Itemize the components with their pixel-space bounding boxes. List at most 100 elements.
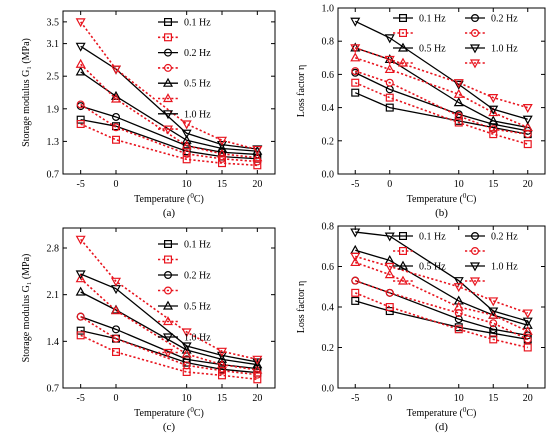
x-tick-label: 10 <box>454 179 464 190</box>
data-point-triangle-up <box>384 63 395 74</box>
legend-label: 1.0 Hz <box>491 44 518 55</box>
x-axis-label-main: Temperature ( <box>407 408 464 419</box>
x-tick-label: 10 <box>182 179 192 190</box>
y-tick-label: 0.2 <box>322 343 335 354</box>
legend-swatch-marker <box>164 255 173 264</box>
x-tick-label: -5 <box>351 179 359 190</box>
legend-swatch-marker <box>164 63 173 72</box>
data-point-triangle-up <box>488 115 499 125</box>
data-point-triangle-down <box>350 17 361 27</box>
legend-swatch-marker <box>397 57 409 67</box>
y-tick-label: 0.2 <box>322 136 335 147</box>
legend-swatch-marker <box>397 42 409 52</box>
data-point-triangle-down <box>110 277 122 287</box>
legend-swatch-marker <box>397 260 409 270</box>
legend-label: 0.5 Hz <box>184 302 211 313</box>
legend-label: 0.1 Hz <box>419 14 446 25</box>
x-tick-label: 0 <box>114 179 119 190</box>
data-point-triangle-up <box>75 286 86 296</box>
legend-swatch-marker <box>162 77 174 87</box>
legend-swatch-marker <box>471 29 480 38</box>
series-line <box>80 315 258 376</box>
series-5 <box>75 273 263 374</box>
legend-swatch-marker <box>162 333 174 343</box>
series-line <box>80 334 258 381</box>
data-point-circle <box>76 100 85 109</box>
x-tick-label: 10 <box>182 393 192 404</box>
data-point-triangle-up <box>488 309 499 319</box>
legend-swatch-marker <box>469 44 481 54</box>
data-point-square <box>385 303 394 312</box>
data-point-triangle-up <box>453 97 464 107</box>
y-tick-label: 3.1 <box>47 39 60 50</box>
data-point-triangle-down <box>252 358 263 368</box>
series-0 <box>351 88 532 139</box>
legend-label: 0.1 Hz <box>419 232 446 243</box>
series-line <box>80 45 258 150</box>
series-1 <box>76 120 262 170</box>
series-1 <box>351 288 532 352</box>
chart-panel-a: -5 0 10 15 20 0.7 1.3 1.9 2.5 3.1 3.5 Temperature (… <box>21 10 276 219</box>
legend-swatch-marker <box>164 48 173 57</box>
series-line <box>354 70 528 135</box>
series-line <box>355 300 528 341</box>
series-line <box>354 47 528 109</box>
legend-label: 0.2 Hz <box>491 14 518 25</box>
panel-label: (a) <box>163 207 176 219</box>
series-line <box>354 292 528 349</box>
series-line <box>80 103 258 163</box>
data-point-triangle-down <box>181 129 192 139</box>
series-3 <box>351 67 532 139</box>
data-point-circle <box>111 334 120 343</box>
data-point-triangle-down <box>181 328 192 338</box>
data-point-triangle-down <box>216 347 228 357</box>
series-line <box>354 81 528 145</box>
data-point-triangle-up <box>216 148 228 158</box>
legend-swatch-marker <box>399 14 408 23</box>
x-tick-label: -5 <box>351 393 359 404</box>
x-axis-label-main: Temperature ( <box>134 408 191 419</box>
series-line <box>355 47 528 129</box>
x-tick-label: 15 <box>488 393 498 404</box>
y-tick-label: 0.6 <box>322 70 335 81</box>
data-point-square <box>351 78 360 87</box>
x-axis-label-sup: 0 <box>190 192 194 200</box>
data-point-square <box>351 296 360 305</box>
data-point-square <box>111 135 120 144</box>
data-point-triangle-up <box>181 348 192 358</box>
x-tick-label: 20 <box>252 393 262 404</box>
series-line <box>354 261 529 333</box>
x-tick-label: 15 <box>217 179 227 190</box>
legend-swatch-marker <box>164 240 173 249</box>
data-point-triangle-down <box>216 351 228 361</box>
data-point-triangle-up <box>110 93 122 103</box>
data-point-triangle-up <box>75 273 86 283</box>
panel-label: (c) <box>163 421 176 433</box>
x-tick-label: 20 <box>523 393 533 404</box>
data-point-square <box>76 120 85 129</box>
series-6 <box>350 17 533 125</box>
x-axis-label: Temperature (0C) <box>407 192 477 205</box>
data-point-circle <box>351 67 360 76</box>
data-point-triangle-down <box>453 80 464 90</box>
data-point-triangle-up <box>350 244 361 254</box>
data-point-triangle-down <box>488 105 499 115</box>
data-point-triangle-up <box>384 269 395 279</box>
legend-swatch-marker <box>469 59 481 69</box>
legend-label: 1.0 Hz <box>184 333 211 344</box>
y-axis-label: Storage modulus G₁ (MPa) <box>21 254 32 363</box>
data-point-circle <box>253 370 262 379</box>
data-point-triangle-up <box>453 88 464 98</box>
series-3 <box>76 100 262 166</box>
data-point-circle <box>182 361 191 370</box>
plot-frame <box>62 10 276 175</box>
data-point-triangle-down <box>252 355 263 365</box>
plot-frame <box>337 7 546 175</box>
y-tick-label: 0.4 <box>322 303 335 314</box>
legend: 0.1 Hz 0.2 Hz 0.5 Hz 1.0 Hz <box>393 14 518 69</box>
data-point-triangle-down <box>75 18 86 28</box>
data-point-triangle-up <box>181 344 192 354</box>
x-tick-label: 0 <box>387 179 392 190</box>
